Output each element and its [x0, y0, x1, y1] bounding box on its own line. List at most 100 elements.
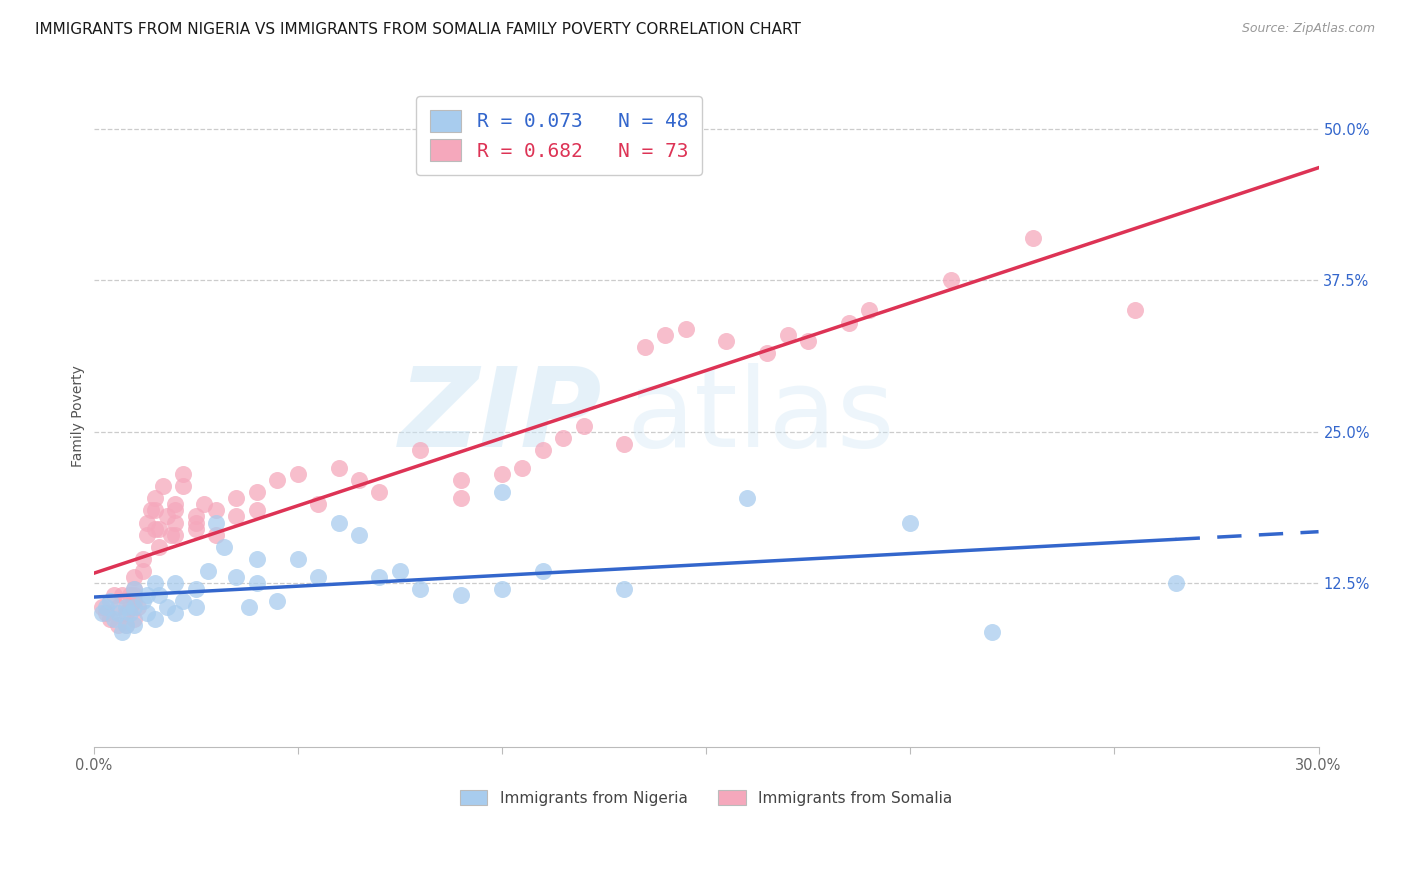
Point	[135, 607, 157, 621]
Point	[205, 503, 228, 517]
Point	[613, 436, 636, 450]
Point	[450, 491, 472, 506]
Point	[111, 624, 134, 639]
Point	[776, 327, 799, 342]
Point	[124, 570, 146, 584]
Point	[858, 303, 880, 318]
Point	[246, 485, 269, 500]
Point	[120, 588, 142, 602]
Point	[172, 594, 194, 608]
Point	[1123, 303, 1146, 318]
Point	[572, 418, 595, 433]
Point	[165, 607, 187, 621]
Point	[266, 594, 288, 608]
Point	[212, 540, 235, 554]
Point	[197, 564, 219, 578]
Point	[165, 503, 187, 517]
Point	[124, 600, 146, 615]
Point	[184, 600, 207, 615]
Point	[156, 509, 179, 524]
Point	[94, 607, 117, 621]
Point	[225, 570, 247, 584]
Point	[143, 612, 166, 626]
Point	[143, 522, 166, 536]
Point	[120, 607, 142, 621]
Point	[120, 600, 142, 615]
Point	[613, 582, 636, 596]
Point	[148, 588, 170, 602]
Legend: Immigrants from Nigeria, Immigrants from Somalia: Immigrants from Nigeria, Immigrants from…	[454, 783, 959, 812]
Text: atlas: atlas	[627, 363, 896, 470]
Point	[939, 273, 962, 287]
Point	[756, 346, 779, 360]
Point	[148, 540, 170, 554]
Point	[152, 479, 174, 493]
Point	[98, 612, 121, 626]
Point	[184, 516, 207, 530]
Point	[980, 624, 1002, 639]
Point	[347, 473, 370, 487]
Point	[328, 461, 350, 475]
Point	[368, 570, 391, 584]
Point	[735, 491, 758, 506]
Point	[111, 588, 134, 602]
Point	[143, 503, 166, 517]
Point	[184, 509, 207, 524]
Point	[491, 485, 513, 500]
Point	[531, 564, 554, 578]
Point	[115, 618, 138, 632]
Point	[388, 564, 411, 578]
Point	[531, 442, 554, 457]
Point	[156, 600, 179, 615]
Point	[205, 516, 228, 530]
Point	[553, 431, 575, 445]
Point	[307, 570, 329, 584]
Point	[898, 516, 921, 530]
Point	[124, 588, 146, 602]
Point	[135, 516, 157, 530]
Point	[368, 485, 391, 500]
Point	[172, 467, 194, 481]
Point	[409, 582, 432, 596]
Point	[1164, 576, 1187, 591]
Point	[246, 552, 269, 566]
Point	[94, 600, 117, 615]
Point	[165, 516, 187, 530]
Text: ZIP: ZIP	[398, 363, 602, 470]
Point	[124, 612, 146, 626]
Point	[716, 334, 738, 348]
Point	[165, 576, 187, 591]
Point	[115, 618, 138, 632]
Point	[90, 600, 112, 615]
Point	[172, 479, 194, 493]
Point	[98, 594, 121, 608]
Point	[165, 497, 187, 511]
Text: Source: ZipAtlas.com: Source: ZipAtlas.com	[1241, 22, 1375, 36]
Point	[287, 467, 309, 481]
Point	[103, 612, 125, 626]
Point	[246, 576, 269, 591]
Point	[131, 564, 153, 578]
Point	[135, 588, 157, 602]
Point	[115, 607, 138, 621]
Point	[193, 497, 215, 511]
Point	[450, 588, 472, 602]
Point	[107, 618, 129, 632]
Point	[1022, 231, 1045, 245]
Point	[797, 334, 820, 348]
Point	[124, 582, 146, 596]
Point	[139, 503, 162, 517]
Point	[148, 522, 170, 536]
Point	[266, 473, 288, 487]
Point	[103, 588, 125, 602]
Point	[135, 527, 157, 541]
Point	[184, 522, 207, 536]
Point	[205, 527, 228, 541]
Point	[107, 607, 129, 621]
Point	[654, 327, 676, 342]
Point	[124, 582, 146, 596]
Point	[165, 527, 187, 541]
Point	[347, 527, 370, 541]
Point	[143, 491, 166, 506]
Point	[225, 491, 247, 506]
